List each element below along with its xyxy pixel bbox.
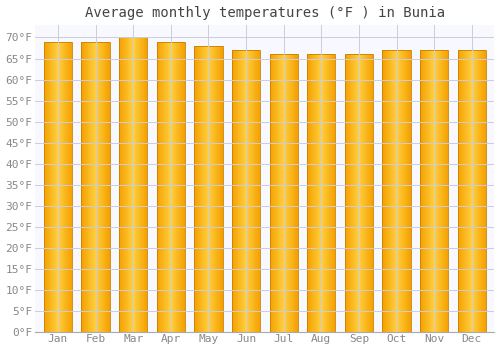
Bar — [270, 54, 298, 332]
Bar — [307, 54, 336, 332]
Bar — [44, 42, 72, 332]
Bar — [458, 50, 486, 332]
Bar — [382, 50, 410, 332]
Bar — [420, 50, 448, 332]
Bar — [232, 50, 260, 332]
Title: Average monthly temperatures (°F ) in Bunia: Average monthly temperatures (°F ) in Bu… — [85, 6, 445, 20]
Bar — [345, 54, 373, 332]
Bar — [156, 42, 185, 332]
Bar — [82, 42, 110, 332]
Bar — [119, 37, 148, 332]
Bar — [194, 46, 222, 332]
